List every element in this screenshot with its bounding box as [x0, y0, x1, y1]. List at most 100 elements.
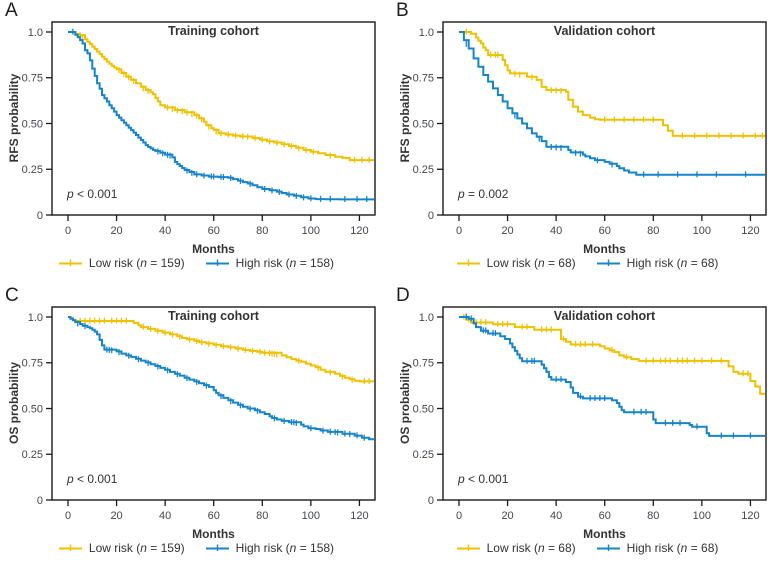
high-risk-line-icon — [205, 544, 229, 551]
km-curve-high-risk — [459, 31, 765, 176]
y-tick-label: 0.25 — [413, 164, 434, 176]
km-curve-low-risk — [68, 31, 374, 162]
plot-title: Training cohort — [168, 24, 259, 38]
x-tick-label: 0 — [456, 510, 462, 522]
legend-label-high-risk: High risk (n = 68) — [626, 256, 719, 270]
panel-letter-c: C — [5, 285, 20, 306]
panel-letter-b: B — [396, 0, 410, 21]
high-risk-line-icon — [596, 259, 620, 266]
legend-item-low-risk: Low risk (n = 68) — [456, 256, 576, 270]
legend-item-high-risk: High risk (n = 68) — [596, 256, 719, 270]
panel-d: D OS probability Validation cohort 1.0 0.… — [391, 285, 782, 569]
y-tick-label: 0.25 — [22, 164, 43, 176]
y-tick-label: 0.75 — [413, 73, 434, 85]
legend-item-high-risk: High risk (n = 68) — [596, 541, 719, 555]
x-tick-label: 120 — [350, 225, 368, 237]
km-curve-low-risk — [459, 316, 765, 395]
panel-letter-d: D — [396, 285, 411, 306]
x-axis-label: Months — [192, 242, 235, 256]
x-tick-label: 60 — [599, 225, 611, 237]
x-tick-label: 80 — [647, 510, 659, 522]
panel-c: C OS probability Training cohort 1.0 0.75… — [0, 285, 391, 569]
p-value: p < 0.001 — [67, 187, 118, 201]
plot-title: Training cohort — [168, 309, 259, 323]
panel-letter-a: A — [5, 0, 19, 21]
y-tick-label: 1.0 — [419, 312, 434, 324]
y-tick-label: 0.50 — [22, 403, 43, 415]
high-risk-line-icon — [596, 544, 620, 551]
legend: Low risk (n = 68) High risk (n = 68) — [417, 541, 757, 555]
x-tick-label: 80 — [256, 510, 268, 522]
x-tick-label: 100 — [693, 510, 711, 522]
km-plot-area: 1.0 0.75 0.50 0.25 0 0 20 40 60 80 100 120 — [413, 306, 767, 522]
low-risk-line-icon — [456, 259, 480, 266]
x-axis-label: Months — [583, 242, 626, 256]
y-tick-label: 1.0 — [419, 27, 434, 39]
km-plot-area: 1.0 0.75 0.50 0.25 0 0 20 40 60 80 100 120 — [22, 306, 376, 522]
legend-label-high-risk: High risk (n = 158) — [235, 541, 335, 555]
x-tick-label: 60 — [208, 510, 220, 522]
high-risk-line-icon — [205, 259, 229, 266]
low-risk-line-icon — [58, 544, 82, 551]
x-tick-label: 0 — [65, 225, 71, 237]
km-plot-area: 1.0 0.75 0.50 0.25 0 0 20 40 60 80 100 120 — [413, 21, 767, 237]
x-tick-label: 80 — [256, 225, 268, 237]
x-tick-label: 20 — [110, 510, 122, 522]
y-tick-label: 0 — [37, 210, 43, 222]
x-tick-label: 40 — [159, 225, 171, 237]
x-tick-label: 20 — [501, 225, 513, 237]
legend: Low risk (n = 159) High risk (n = 158) — [26, 541, 366, 555]
legend-item-high-risk: High risk (n = 158) — [205, 541, 334, 555]
km-curve-high-risk — [459, 316, 765, 437]
x-tick-label: 120 — [741, 225, 759, 237]
km-curve-low-risk — [459, 31, 765, 137]
y-tick-label: 0.50 — [413, 403, 434, 415]
plot-title: Validation cohort — [553, 309, 656, 323]
km-plot-area: 1.0 0.75 0.50 0.25 0 0 20 40 60 80 100 120 — [22, 21, 376, 237]
km-curve-high-risk — [68, 316, 375, 441]
legend-item-low-risk: Low risk (n = 159) — [58, 256, 185, 270]
x-tick-label: 60 — [599, 510, 611, 522]
x-tick-label: 100 — [302, 225, 320, 237]
p-value: p = 0.002 — [458, 187, 509, 201]
y-tick-label: 0 — [37, 495, 43, 507]
y-tick-label: 0.75 — [22, 73, 43, 85]
km-curve-low-risk — [68, 316, 374, 383]
x-tick-label: 120 — [741, 510, 759, 522]
x-tick-label: 40 — [550, 225, 562, 237]
legend-label-low-risk: Low risk (n = 159) — [88, 541, 185, 555]
x-tick-label: 40 — [159, 510, 171, 522]
y-tick-label: 1.0 — [28, 312, 43, 324]
x-tick-label: 120 — [350, 510, 368, 522]
y-tick-label: 0.25 — [413, 449, 434, 461]
legend-label-high-risk: High risk (n = 68) — [626, 541, 719, 555]
legend: Low risk (n = 159) High risk (n = 158) — [26, 256, 366, 270]
legend-item-high-risk: High risk (n = 158) — [205, 256, 334, 270]
legend-item-low-risk: Low risk (n = 159) — [58, 541, 185, 555]
p-value: p < 0.001 — [458, 472, 509, 486]
y-tick-label: 0.25 — [22, 449, 43, 461]
y-tick-label: 0.75 — [22, 358, 43, 370]
y-tick-label: 0 — [428, 210, 434, 222]
panel-b: B RFS probability Validation cohort 1.0 0… — [391, 0, 782, 285]
y-tick-label: 1.0 — [28, 27, 43, 39]
low-risk-line-icon — [456, 544, 480, 551]
x-tick-label: 20 — [501, 510, 513, 522]
legend-label-low-risk: Low risk (n = 68) — [486, 256, 576, 270]
legend-label-low-risk: Low risk (n = 159) — [88, 256, 185, 270]
legend-label-high-risk: High risk (n = 158) — [235, 256, 335, 270]
x-tick-label: 100 — [302, 510, 320, 522]
x-axis-label: Months — [583, 527, 626, 541]
x-axis-label: Months — [192, 527, 235, 541]
legend-label-low-risk: Low risk (n = 68) — [486, 541, 576, 555]
x-tick-label: 80 — [647, 225, 659, 237]
low-risk-line-icon — [58, 259, 82, 266]
x-tick-label: 100 — [693, 225, 711, 237]
x-tick-label: 0 — [456, 225, 462, 237]
plot-title: Validation cohort — [553, 24, 656, 38]
legend: Low risk (n = 68) High risk (n = 68) — [417, 256, 757, 270]
x-tick-label: 0 — [65, 510, 71, 522]
y-tick-label: 0 — [428, 495, 434, 507]
y-tick-label: 0.75 — [413, 358, 434, 370]
